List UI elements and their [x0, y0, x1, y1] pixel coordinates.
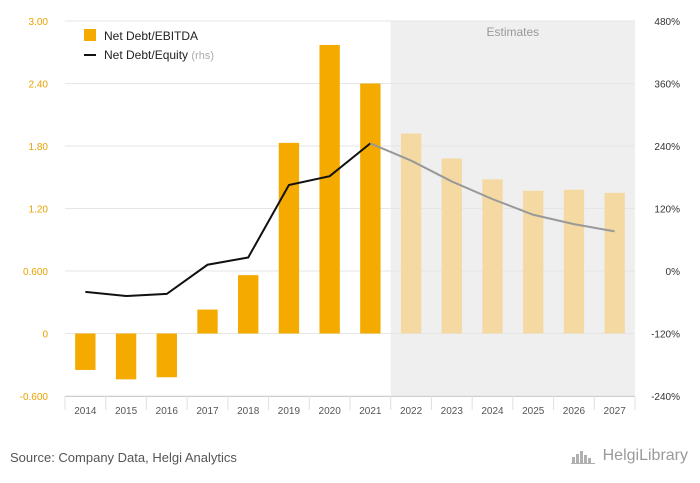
y-right-tick-label: -120% — [651, 330, 680, 341]
line-net-debt-equity — [85, 142, 371, 298]
x-tick-label: 2027 — [604, 406, 627, 417]
y-right-tick-label: 0% — [666, 267, 681, 278]
bar-net-debt-ebitda — [482, 179, 503, 334]
y-right-tick-label: 240% — [654, 142, 680, 153]
brand-name: HelgiLibrary — [602, 447, 688, 464]
bar-net-debt-ebitda — [523, 190, 544, 334]
x-tick-label: 2016 — [156, 406, 179, 417]
y-left-tick-label: -0.600 — [20, 392, 49, 403]
y-left-tick-label: 0.600 — [23, 267, 48, 278]
bar-net-debt-ebitda — [604, 192, 625, 334]
y-right-tick-label: 120% — [654, 205, 680, 216]
x-tick-label: 2024 — [481, 406, 504, 417]
bar-net-debt-ebitda — [197, 309, 218, 334]
bar-net-debt-ebitda — [156, 333, 177, 378]
legend-rhs-note: (rhs) — [191, 50, 214, 62]
x-tick-label: 2018 — [237, 406, 260, 417]
bar-net-debt-ebitda — [278, 142, 300, 334]
bar-net-debt-ebitda — [75, 333, 96, 370]
source-text: Source: Company Data, Helgi Analytics — [10, 450, 237, 465]
legend-label-line: Net Debt/Equity (rhs) — [104, 48, 214, 62]
bar-net-debt-ebitda — [238, 275, 259, 334]
x-tick-label: 2019 — [278, 406, 301, 417]
y-right-tick-label: 360% — [654, 80, 680, 91]
x-tick-label: 2025 — [522, 406, 545, 417]
x-tick-label: 2020 — [319, 406, 342, 417]
y-left-tick-label: 1.80 — [29, 142, 49, 153]
x-tick-label: 2026 — [563, 406, 586, 417]
legend-swatch-bar — [84, 29, 96, 41]
estimates-label: Estimates — [487, 25, 540, 39]
bar-net-debt-ebitda — [319, 44, 340, 334]
y-left-tick-label: 2.40 — [29, 80, 49, 91]
line-net-debt-equity-estimate — [369, 142, 615, 233]
bar-net-debt-ebitda — [563, 189, 585, 334]
chart: Estimates -0.600 0 0.600 1.20 1.80 2.40 3.00 -24… — [20, 17, 681, 417]
x-tick-label: 2014 — [74, 406, 97, 417]
bar-net-debt-ebitda — [400, 133, 422, 334]
x-tick-label: 2022 — [400, 406, 423, 417]
helgi-library-logo-icon — [570, 451, 595, 464]
x-tick-label: 2021 — [359, 406, 382, 417]
bar-net-debt-ebitda — [360, 83, 381, 334]
x-tick-label: 2017 — [196, 406, 219, 417]
legend-label-bar: Net Debt/EBITDA — [104, 29, 198, 43]
brand[interactable]: HelgiLibrary — [570, 447, 688, 465]
y-right-tick-label: -240% — [651, 392, 680, 403]
y-right-tick-label: 480% — [654, 17, 680, 28]
y-left-tick-label: 1.20 — [29, 205, 49, 216]
y-left-tick-label: 3.00 — [29, 17, 49, 28]
x-tick-label: 2023 — [441, 406, 464, 417]
x-tick-label: 2015 — [115, 406, 138, 417]
y-left-tick-label: 0 — [42, 330, 48, 341]
bar-net-debt-ebitda — [441, 158, 462, 334]
bar-net-debt-ebitda — [115, 333, 137, 380]
